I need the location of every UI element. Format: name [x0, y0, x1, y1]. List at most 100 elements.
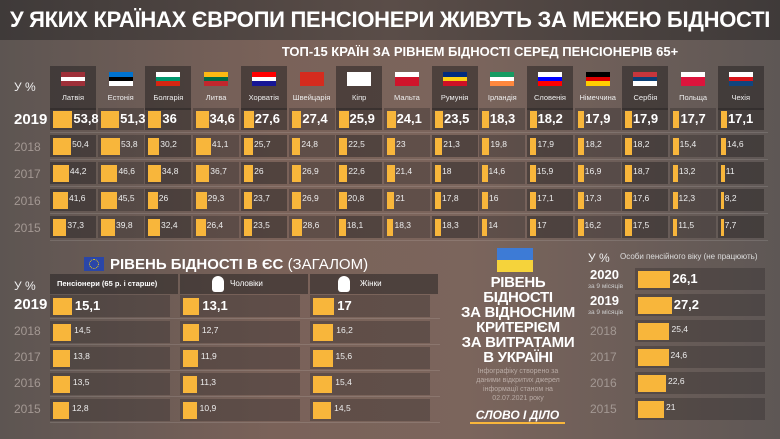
country-name: Сербія [633, 93, 658, 102]
man-icon [212, 276, 224, 292]
value-bar [53, 376, 70, 393]
ukraine-cell: 25,4 [635, 320, 765, 342]
value-bar [720, 192, 724, 209]
ukraine-title: РІВЕНЬ БІДНОСТІ ЗА ВІДНОСНИМ КРИТЕРІЄМ ЗА ВИ… [450, 275, 586, 365]
eu-cell: 10,9 [180, 399, 300, 421]
value-bar [339, 219, 346, 236]
table-cell: 12,3 [670, 189, 717, 211]
value-bar [148, 165, 161, 182]
value-label: 16 [489, 193, 499, 203]
value-bar [638, 297, 672, 314]
row-divider [50, 422, 440, 423]
value-label: 53,8 [121, 139, 138, 149]
table-cell: 24,8 [288, 135, 335, 157]
value-bar [313, 350, 333, 367]
table-cell: 23,5 [431, 108, 478, 130]
country-name: Хорватія [248, 93, 279, 102]
value-label: 18,1 [346, 220, 364, 230]
flag-icon [538, 72, 562, 86]
table-cell: 36,7 [193, 162, 240, 184]
table-cell: 26 [145, 189, 192, 211]
table-cell: 39,8 [97, 216, 144, 238]
value-bar [243, 192, 253, 209]
value-label: 22,5 [348, 139, 365, 149]
table-cell: 17,1 [717, 108, 764, 130]
value-label: 26,4 [206, 220, 224, 230]
ukraine-unit: У % [588, 251, 610, 265]
country-name: Німеччина [579, 93, 616, 102]
eu-column-label: Чоловіки [230, 279, 263, 288]
value-bar [482, 219, 488, 236]
page-title: У ЯКИХ КРАЇНАХ ЄВРОПИ ПЕНСІОНЕРИ ЖИВУТЬ … [0, 0, 780, 40]
value-bar [434, 165, 442, 182]
country-header: Хорватія [240, 66, 287, 110]
value-bar [100, 165, 118, 182]
value-label: 17,1 [537, 193, 554, 203]
value-bar [638, 271, 671, 288]
value-bar [625, 111, 632, 128]
value-bar [482, 138, 490, 155]
value-label: 13,2 [678, 166, 696, 176]
value-label: 17 [337, 298, 352, 313]
value-bar [386, 111, 396, 128]
value-bar [243, 219, 253, 236]
value-bar [148, 111, 162, 128]
value-label: 34,6 [209, 111, 235, 126]
country-name: Польща [679, 93, 708, 102]
eu-cell: 11,3 [180, 373, 300, 395]
year-label: 2020 [590, 267, 619, 282]
value-label: 37,3 [67, 220, 84, 230]
eu-column-header: Чоловіки [180, 274, 308, 294]
value-bar [313, 298, 335, 315]
value-label: 28,6 [302, 220, 320, 230]
country-name: Естонія [107, 93, 134, 102]
year-label: 2019 [14, 111, 48, 128]
value-label: 18,3 [489, 111, 516, 126]
table-cell: 17,9 [622, 108, 669, 130]
value-label: 16,2 [584, 220, 602, 230]
value-bar [386, 138, 396, 155]
value-bar [673, 138, 679, 155]
table-cell: 26 [240, 162, 287, 184]
table-cell: 18,3 [431, 216, 478, 238]
table-cell: 32,4 [145, 216, 192, 238]
flag-icon [108, 72, 133, 86]
value-bar [482, 111, 489, 128]
value-bar [183, 350, 198, 367]
table-cell: 17,9 [527, 135, 573, 157]
value-label: 17,1 [727, 111, 754, 126]
year-label: 2017 [590, 350, 617, 364]
value-label: 41,6 [68, 193, 86, 203]
table-cell: 24,1 [383, 108, 430, 130]
table-cell: 45,5 [97, 189, 144, 211]
ukraine-title-line: РІВЕНЬ [490, 274, 546, 291]
table-cell: 27,4 [288, 108, 335, 130]
table-cell: 23,5 [240, 216, 287, 238]
value-label: 25,7 [254, 139, 271, 149]
year-label: 2015 [14, 402, 41, 416]
value-bar [434, 138, 443, 155]
value-bar [243, 111, 254, 128]
value-bar [386, 192, 395, 209]
value-label: 36 [162, 111, 177, 126]
eu-flag-icon [84, 257, 104, 271]
eu-cell: 13,8 [50, 347, 170, 369]
value-bar [291, 165, 302, 182]
value-bar [53, 165, 69, 182]
value-label: 27,2 [673, 297, 700, 312]
table-cell: 22,5 [336, 135, 383, 157]
value-label: 16,9 [584, 166, 602, 176]
eu-title-suffix: (ЗАГАЛОМ) [287, 256, 369, 273]
value-label: 39,8 [116, 220, 133, 230]
value-label: 46,6 [118, 166, 135, 176]
eu-cell: 13,1 [180, 295, 300, 317]
row-divider [50, 240, 768, 241]
ukraine-title-line: В УКРАЇНІ [483, 349, 553, 366]
value-label: 50,4 [72, 139, 89, 149]
value-label: 41,1 [211, 139, 229, 149]
country-name: Кіпр [352, 93, 367, 102]
value-label: 22,6 [668, 376, 685, 386]
country-header: Латвія [50, 66, 96, 110]
value-label: 13,1 [202, 298, 228, 313]
table-cell: 17,6 [622, 189, 669, 211]
